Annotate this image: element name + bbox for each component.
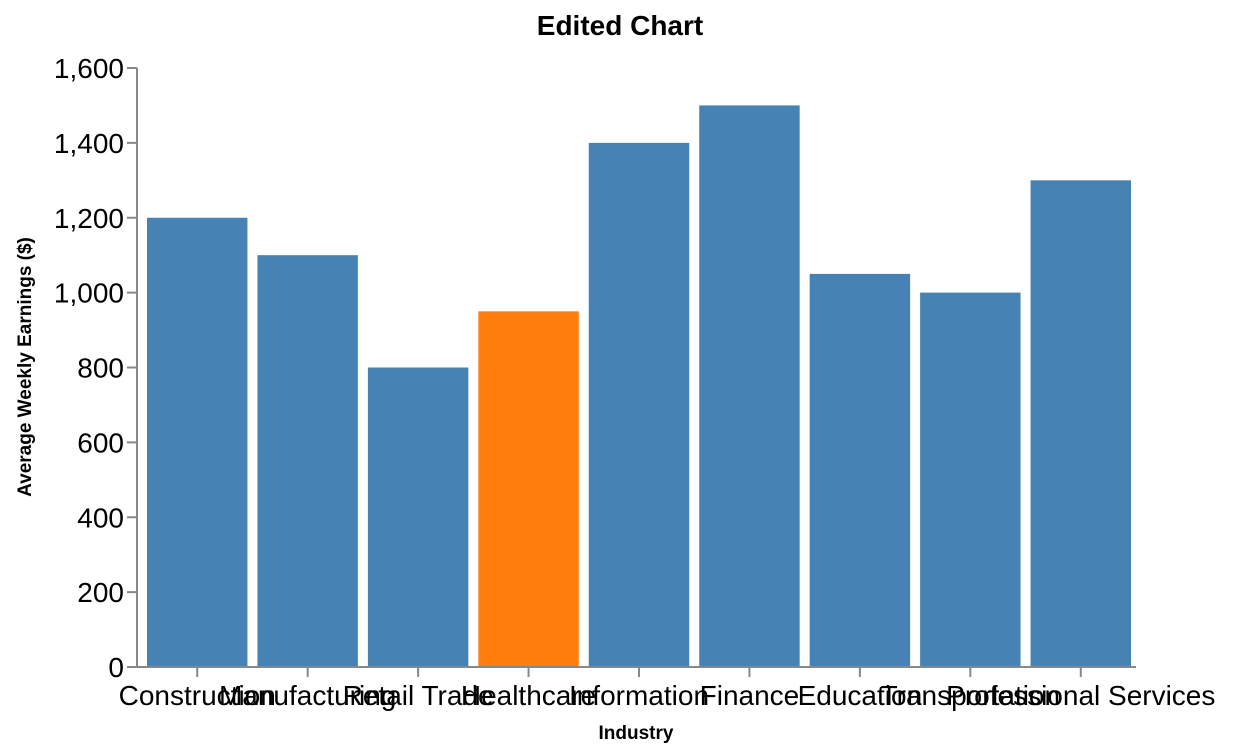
x-tick-label-transportation: Transportation [881, 680, 1061, 711]
bar-construction [147, 217, 248, 667]
chart-title: Edited Chart [537, 10, 703, 41]
y-tick-label: 1,400 [54, 128, 124, 159]
x-tick-label-information: Information [569, 680, 709, 711]
y-tick-label: 1,600 [54, 53, 124, 84]
bar-finance [699, 105, 800, 667]
y-axis: 0 200 400 600 800 1,000 1,200 1,400 1,600 [54, 53, 138, 683]
bar-professional-services [1030, 180, 1131, 667]
x-tick-label-professional-services: Professional Services [946, 680, 1215, 711]
y-tick-label: 800 [77, 353, 124, 384]
bar-healthcare [478, 311, 579, 667]
y-axis-title: Average Weekly Earnings ($) [15, 237, 36, 497]
y-tick-label: 400 [77, 502, 124, 533]
y-tick-label: 1,000 [54, 278, 124, 309]
x-tick-label-education: Education [798, 680, 923, 711]
x-tick-label-manufacturing: Manufacturing [219, 680, 396, 711]
bar-manufacturing [257, 255, 358, 667]
y-tick-label: 1,200 [54, 203, 124, 234]
bar-information [588, 142, 690, 667]
bar-retail-trade [367, 367, 469, 667]
bar-education [809, 273, 911, 667]
bar-transportation [920, 292, 1021, 667]
x-axis-title: Industry [599, 723, 674, 744]
y-tick-label: 600 [77, 427, 124, 458]
y-tick-label: 200 [77, 577, 124, 608]
y-tick-label: 0 [108, 652, 124, 683]
x-tick-label-healthcare: Healthcare [461, 680, 596, 711]
x-tick-label-retail-trade: Retail Trade [343, 680, 494, 711]
x-tick-label-construction: Construction [119, 680, 276, 711]
plot-area [147, 105, 1131, 667]
x-tick-label-finance: Finance [700, 680, 800, 711]
